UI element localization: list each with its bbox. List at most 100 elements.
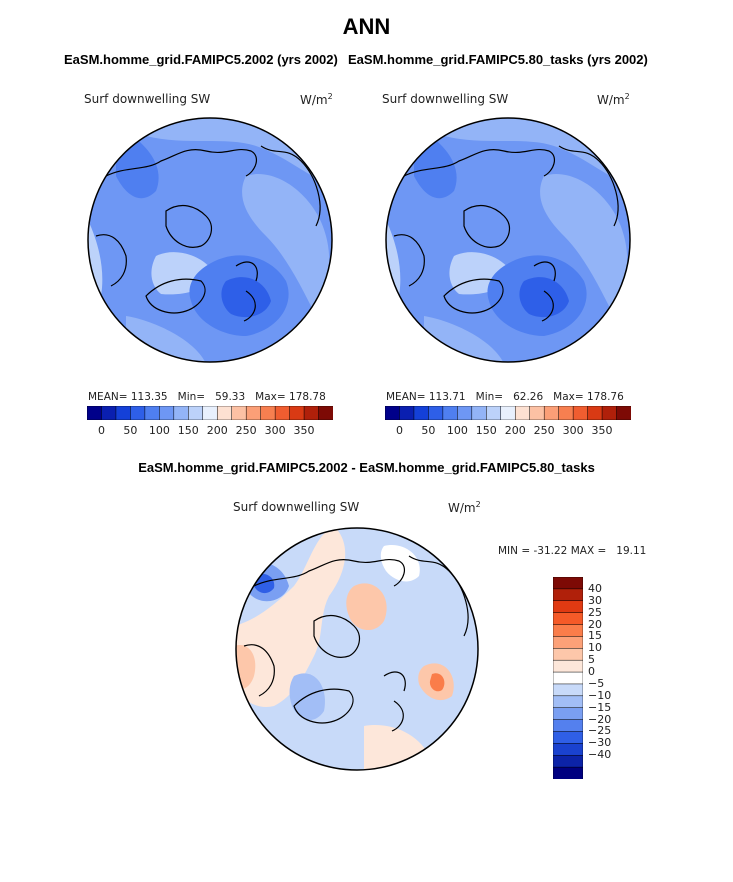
- panel-1-map-border: [87, 117, 333, 363]
- panel-3-colorbar-swatch: [553, 683, 583, 697]
- panel-2-colorbar-tick-label: 150: [475, 424, 497, 437]
- panel-2-map: [385, 117, 631, 363]
- panel-1-colorbar-tick-label: 0: [97, 424, 105, 437]
- panel-2-colorbar-swatch: [442, 406, 458, 420]
- panel-2-colorbar-swatch: [428, 406, 444, 420]
- panel-3-colorbar-swatch: [553, 659, 583, 673]
- panel-3-colorbar-swatch: [553, 731, 583, 744]
- panel-2-colorbar-swatch: [587, 406, 603, 420]
- panel-1-colorbar-tick-label: 150: [177, 424, 199, 437]
- panel-3-colorbar-label: 5: [588, 653, 595, 667]
- panel-2-colorbar-swatch: [616, 406, 631, 420]
- panel-3-colorbar-label: 40: [588, 581, 602, 595]
- panel-3-field-warm-1: [346, 583, 387, 631]
- panel-2-field-darkest-atlantic: [519, 277, 569, 318]
- panel-1-field-light-east: [242, 174, 330, 316]
- panel-3-colorbar-swatch: [553, 588, 583, 602]
- panel-1-colorbar-swatch: [274, 406, 291, 420]
- panel-1-colorbar-tick-label: 350: [293, 424, 315, 437]
- panel-2-colorbar-swatch: [558, 406, 574, 420]
- panel-1-colorbar-swatch: [318, 406, 333, 420]
- panel-3-colorbar-swatch: [553, 671, 583, 685]
- panel-3-field-warm-east-core: [429, 673, 445, 692]
- panel-2-coastlines: [393, 145, 619, 322]
- panel-3-colorbar-swatch: [553, 648, 583, 661]
- panel-1-colorbar-swatch: [245, 406, 262, 420]
- panel-2-colorbar-swatch: [601, 406, 618, 420]
- panel-1-colorbar-swatch: [87, 406, 103, 420]
- panel-3-colorbar-swatch: [553, 636, 583, 649]
- panel-3-colorbar-label: 20: [588, 617, 602, 631]
- panel-3-colorbar-swatch: [553, 743, 583, 756]
- panel-1-colorbar-tick-label: 100: [148, 424, 170, 437]
- panel-2-map-border: [385, 117, 631, 363]
- panel-2-title: EaSM.homme_grid.FAMIPC5.80_tasks (yrs 20…: [348, 52, 648, 67]
- panel-2-colorbar-swatch: [514, 406, 531, 420]
- panel-3-colorbar-labels: 40 30 25 20 15 10 5 0 −5 −10 −15 −20 −25 −30 −40: [588, 577, 648, 779]
- panel-3-colorbar-label: −20: [588, 712, 612, 726]
- panel-3-colorbar-swatch: [553, 612, 583, 626]
- panel-1-field-darkest-atlantic: [221, 277, 271, 318]
- panel-2-colorbar-ticks: 0 50 100 150 200 250 300 350: [385, 424, 631, 438]
- panel-2-colorbar-swatch: [457, 406, 473, 420]
- panel-1-colorbar: [87, 406, 333, 420]
- panel-2-field-light-east: [540, 174, 628, 316]
- panel-3-colorbar-swatch: [553, 754, 583, 768]
- panel-2-colorbar-tick-label: 250: [533, 424, 555, 437]
- panel-3-stats: MIN = -31.22 MAX = 19.11: [498, 545, 647, 557]
- panel-3-colorbar-label: −25: [588, 724, 612, 738]
- panel-2-colorbar-tick-label: 200: [504, 424, 526, 437]
- panel-3-colorbar: [553, 577, 583, 779]
- panel-2-colorbar-swatch: [385, 406, 401, 420]
- panel-1-colorbar-swatch: [216, 406, 233, 420]
- panel-2-colorbar-swatch: [471, 406, 487, 420]
- panel-2-colorbar-swatch: [543, 406, 560, 420]
- panel-3-units: W/m2: [448, 500, 481, 515]
- panel-3-colorbar-swatch: [553, 577, 583, 590]
- panel-3-colorbar-label: −30: [588, 736, 612, 750]
- panel-1-colorbar-swatch: [303, 406, 320, 420]
- panel-3-colorbar-label: 10: [588, 641, 602, 655]
- panel-3-field-warm-central: [236, 528, 346, 707]
- panel-1-colorbar-tick-label: 50: [123, 424, 138, 437]
- panel-3-variable: Surf downwelling SW: [233, 500, 360, 514]
- panel-3-colorbar-swatch: [553, 766, 583, 779]
- panel-2-colorbar-tick-label: 50: [421, 424, 436, 437]
- panel-1-colorbar-swatch: [260, 406, 276, 420]
- panel-3-field-cool-greenland: [289, 673, 325, 721]
- panel-3-map: [235, 527, 479, 771]
- panel-1-colorbar-swatch: [289, 406, 305, 420]
- panel-3-colorbar-swatch: [553, 600, 583, 614]
- panel-3-map-border: [235, 527, 479, 771]
- figure-title: ANN: [342, 14, 391, 39]
- panel-2-colorbar-tick-label: 100: [446, 424, 468, 437]
- panel-1-stats: MEAN= 113.35 Min= 59.33 Max= 178.78: [88, 391, 326, 403]
- panel-1-colorbar-ticks: 0 50 100 150 200 250 300 350: [87, 424, 333, 438]
- panel-1-colorbar-swatch: [202, 406, 218, 420]
- panel-3-colorbar-swatch: [553, 695, 583, 709]
- panel-2-colorbar-tick-label: 300: [562, 424, 584, 437]
- panel-2-colorbar-swatch: [529, 406, 545, 420]
- panel-3-colorbar-swatch: [553, 719, 583, 733]
- panel-3-colorbar-label: −5: [588, 676, 605, 690]
- panel-2-colorbar-swatch: [572, 406, 589, 420]
- panel-1-coastlines: [95, 145, 321, 322]
- panel-1-colorbar-swatch: [144, 406, 160, 420]
- panel-3-field-neutral-north: [380, 545, 420, 582]
- panel-1-colorbar-tick-label: 200: [206, 424, 228, 437]
- panel-1-colorbar-swatch: [159, 406, 175, 420]
- panel-3-title: EaSM.homme_grid.FAMIPC5.2002 - EaSM.homm…: [138, 460, 595, 475]
- panel-1-colorbar-swatch: [101, 406, 117, 420]
- panel-2-colorbar-tick-label: 0: [395, 424, 403, 437]
- panel-2-colorbar-tick-label: 350: [591, 424, 613, 437]
- panel-1-colorbar-swatch: [130, 406, 146, 420]
- panel-1-colorbar-tick-label: 300: [264, 424, 286, 437]
- panel-2-colorbar-swatch: [399, 406, 415, 420]
- panel-3-colorbar-label: 15: [588, 629, 602, 643]
- panel-1-colorbar-swatch: [115, 406, 131, 420]
- panel-2-colorbar-swatch: [413, 406, 429, 420]
- panel-3-colorbar-label: 30: [588, 593, 602, 607]
- panel-3-colorbar-label: −10: [588, 688, 612, 702]
- panel-2-stats: MEAN= 113.71 Min= 62.26 Max= 178.76: [386, 391, 624, 403]
- panel-1-colorbar-swatch: [188, 406, 204, 420]
